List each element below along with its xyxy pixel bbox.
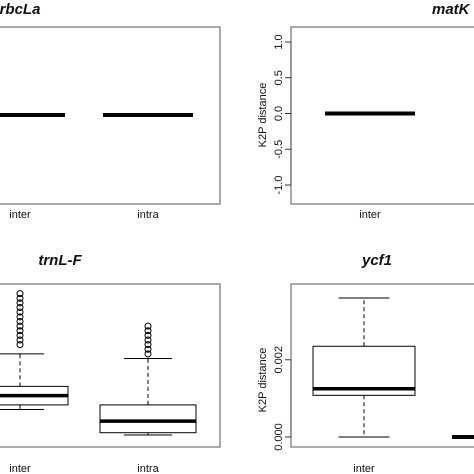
y-tick-label: -1.0 [273, 176, 285, 195]
x-tick-inter: inter [9, 209, 31, 221]
box-iqr-intra [99, 404, 197, 434]
y-tick-label: 0.000 [273, 423, 285, 451]
outlier-point-inter [16, 304, 24, 312]
panel-title: matK [432, 1, 471, 18]
plot-marks [312, 297, 474, 439]
plot-frame [0, 26, 221, 205]
x-tick-inter: inter [9, 463, 31, 474]
x-tick-inter: inter [353, 463, 375, 474]
outlier-point-inter [16, 331, 24, 339]
outlier-point-intra [144, 345, 152, 353]
y-axis-label: K2P distance [257, 348, 269, 413]
panel-title: rbcLa [0, 1, 40, 18]
y-tick-label: 1.0 [273, 34, 285, 49]
outlier-point-inter [16, 336, 24, 344]
outlier-point-intra [144, 331, 152, 339]
y-tick-label: 0.5 [273, 70, 285, 85]
outlier-point-intra [144, 322, 152, 330]
outlier-point-inter [16, 317, 24, 325]
y-axis-label: K2P distance [257, 83, 269, 148]
panel-ycf1: ycf1 K2P distance 0.000 0.002 inter [257, 252, 474, 474]
plot-frame [0, 283, 221, 448]
panel-rbcla: rbcLa inter intra [0, 1, 221, 221]
plot-marks [0, 290, 197, 436]
outlier-point-inter [16, 299, 24, 307]
y-tick-label: 0.0 [273, 106, 285, 121]
y-axis: 0.000 0.002 [273, 346, 292, 451]
panel-title: ycf1 [361, 252, 392, 269]
outlier-point-intra [144, 336, 152, 344]
outlier-point-inter [16, 290, 24, 298]
y-axis: -1.0 -0.5 0.0 0.5 1.0 [273, 34, 292, 195]
x-tick-intra: intra [137, 209, 159, 221]
y-tick-label: 0.002 [273, 346, 285, 374]
panel-title: trnL-F [38, 252, 82, 269]
outlier-point-intra [144, 327, 152, 335]
outlier-point-inter [16, 327, 24, 335]
outlier-point-inter [16, 313, 24, 321]
x-tick-inter: inter [359, 209, 381, 221]
outlier-point-inter [16, 322, 24, 330]
outlier-point-intra [144, 350, 152, 358]
outlier-point-inter [16, 308, 24, 316]
y-tick-label: -0.5 [273, 140, 285, 159]
outlier-point-inter [16, 341, 24, 349]
outlier-point-inter [16, 294, 24, 302]
outlier-point-intra [144, 341, 152, 349]
panel-matk: matK K2P distance -1.0 -0.5 0.0 0.5 1.0 inte… [257, 1, 474, 221]
panel-trnl-f: trnL-F inter intra [0, 252, 221, 474]
x-tick-intra: intra [137, 463, 159, 474]
